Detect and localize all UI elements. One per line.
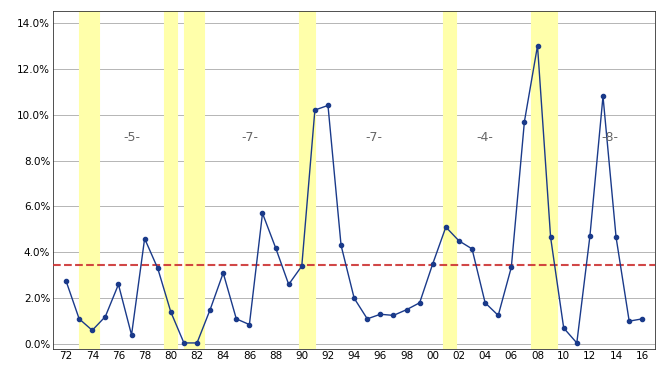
- Text: -5-: -5-: [123, 131, 140, 144]
- Bar: [531, 11, 557, 349]
- Text: -4-: -4-: [477, 131, 494, 144]
- Bar: [164, 11, 177, 349]
- Bar: [444, 11, 456, 349]
- Bar: [299, 11, 315, 349]
- Text: -8-: -8-: [601, 131, 618, 144]
- Text: -7-: -7-: [365, 131, 383, 144]
- Text: -7-: -7-: [241, 131, 258, 144]
- Bar: [79, 11, 99, 349]
- Bar: [184, 11, 204, 349]
